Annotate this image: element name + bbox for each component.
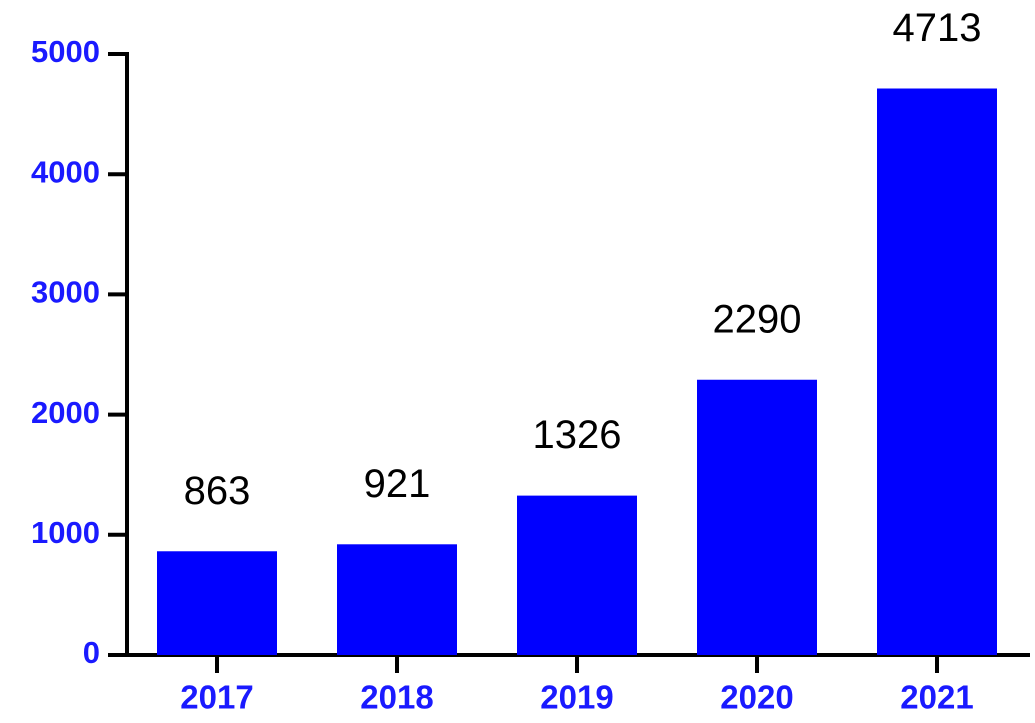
value-label: 1326 [533,413,622,457]
x-tick-label: 2019 [540,679,613,716]
bar [517,495,637,655]
bar [337,544,457,655]
x-tick-label: 2017 [180,679,253,716]
x-tick-label: 2021 [900,679,973,716]
value-label: 2290 [713,297,802,341]
value-label: 863 [184,469,251,513]
y-tick-label: 4000 [31,154,100,189]
bar [877,88,997,656]
bar [697,379,817,655]
bar [157,551,277,655]
value-label: 4713 [893,6,982,50]
y-tick-label: 3000 [31,275,100,310]
x-tick-label: 2020 [720,679,793,716]
y-tick-label: 0 [83,635,100,670]
y-tick-label: 1000 [31,515,100,550]
value-label: 921 [364,462,431,506]
y-tick-label: 5000 [31,34,100,69]
y-tick-label: 2000 [31,395,100,430]
x-tick-label: 2018 [360,679,433,716]
